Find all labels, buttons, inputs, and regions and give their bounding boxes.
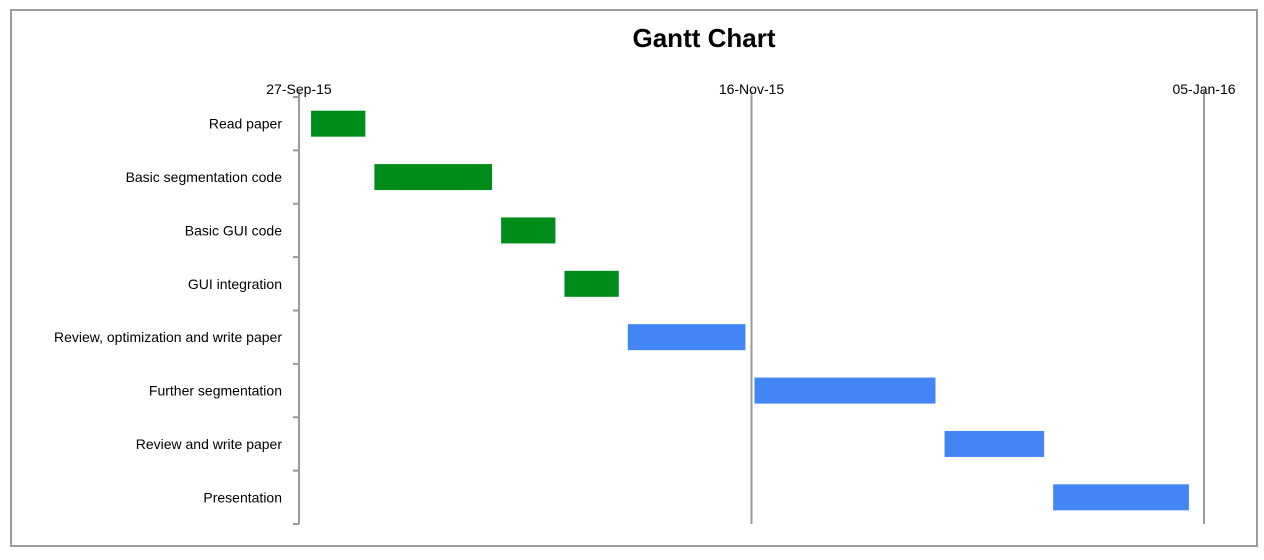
task-bar — [944, 430, 1045, 457]
chart-title: Gantt Chart — [633, 23, 776, 53]
task-label: Basic segmentation code — [126, 169, 283, 185]
task-bar — [1053, 484, 1189, 511]
task-bar — [501, 217, 556, 244]
task-bar — [311, 110, 366, 137]
task-label: Further segmentation — [149, 383, 282, 399]
x-tick-label: 16-Nov-15 — [719, 81, 785, 97]
task-label: Basic GUI code — [185, 222, 282, 238]
axes: 27-Sep-15 16-Nov-15 05-Jan-16 — [266, 81, 1236, 525]
category-labels: Read paper Basic segmentation code Basic G… — [54, 116, 282, 506]
x-tick-label: 27-Sep-15 — [266, 81, 332, 97]
task-bars — [311, 110, 1189, 511]
task-label: Review and write paper — [136, 436, 283, 452]
task-bar — [754, 377, 936, 404]
task-bar — [564, 270, 619, 297]
task-label: Presentation — [203, 489, 282, 505]
task-bar — [374, 164, 493, 191]
chart-frame — [10, 9, 1258, 547]
task-label: Read paper — [209, 116, 283, 132]
task-label: Review, optimization and write paper — [54, 329, 282, 345]
task-label: GUI integration — [188, 276, 282, 292]
task-bar — [627, 324, 746, 351]
x-tick-label: 05-Jan-16 — [1172, 81, 1235, 97]
grid-lines — [298, 97, 1205, 524]
